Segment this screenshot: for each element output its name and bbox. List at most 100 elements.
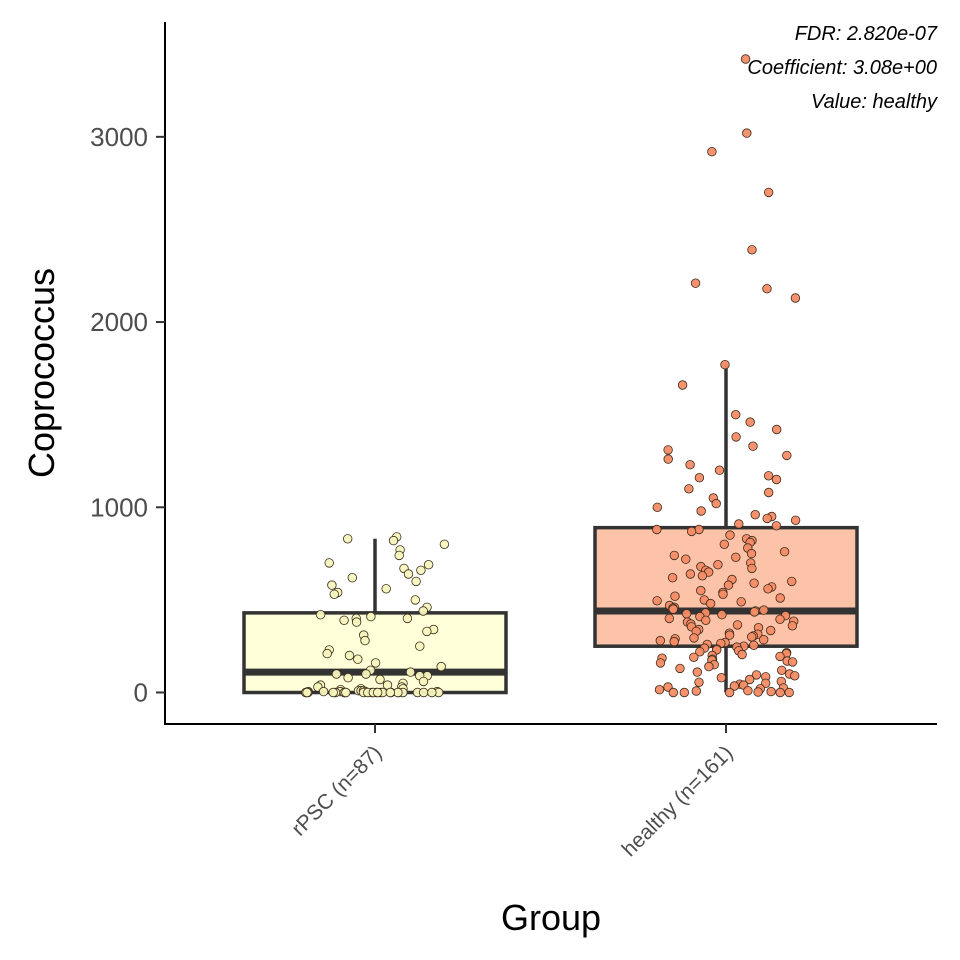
data-point [766, 625, 776, 636]
annotation-value: Value: healthy [811, 91, 938, 113]
data-point [720, 360, 730, 370]
data-point [734, 519, 744, 529]
data-point [719, 539, 730, 550]
data-point [782, 450, 792, 461]
data-point [764, 187, 774, 198]
data-point [339, 615, 349, 626]
data-point [690, 278, 701, 288]
data-point [652, 596, 662, 606]
data-point [668, 687, 679, 698]
data-point [740, 54, 751, 64]
data-point [668, 604, 679, 614]
data-point [341, 687, 351, 698]
data-point [436, 661, 446, 672]
data-point [318, 686, 329, 697]
data-point [764, 487, 774, 498]
data-point [411, 576, 421, 587]
data-point [343, 534, 353, 544]
data-point [790, 293, 801, 303]
data-point [762, 513, 772, 524]
data-point [787, 621, 798, 631]
data-point [775, 614, 785, 625]
data-point [707, 146, 717, 157]
data-point [410, 595, 421, 605]
data-point [714, 465, 725, 475]
y-tick-label: 3000 [90, 122, 148, 152]
data-point [679, 687, 690, 698]
data-point [731, 432, 741, 442]
data-point [652, 524, 662, 535]
data-point [394, 550, 404, 561]
data-point [315, 610, 326, 620]
data-point [787, 576, 797, 587]
data-point [664, 613, 675, 624]
y-tick-label: 1000 [90, 492, 148, 522]
data-point [375, 674, 385, 685]
data-point [748, 441, 758, 451]
data-point [427, 687, 437, 698]
group-0 [242, 532, 508, 698]
data-point [344, 650, 355, 661]
data-point [747, 632, 757, 642]
data-point [713, 560, 723, 570]
data-point [717, 610, 727, 620]
data-point [331, 669, 342, 679]
data-point [654, 685, 665, 695]
data-point [711, 498, 721, 509]
data-point [351, 617, 362, 627]
data-point [663, 454, 673, 464]
data-point [775, 687, 785, 698]
data-point [784, 687, 794, 698]
data-point [347, 573, 358, 583]
data-point [694, 473, 705, 483]
data-point [753, 687, 763, 697]
data-point [749, 640, 759, 651]
data-point [689, 652, 699, 663]
data-point [681, 609, 692, 619]
data-point [663, 445, 673, 455]
data-point [343, 673, 353, 683]
data-point [670, 591, 680, 601]
data-point [685, 569, 696, 579]
data-point [324, 558, 334, 568]
data-point [763, 471, 774, 481]
data-point [353, 654, 363, 664]
data-point [787, 657, 798, 667]
y-tick-label: 2000 [90, 307, 148, 337]
data-point [329, 589, 340, 600]
data-point [718, 589, 728, 600]
data-point [745, 674, 755, 685]
data-point [405, 667, 416, 677]
data-point [655, 658, 666, 668]
data-point [725, 530, 735, 540]
data-point [779, 547, 790, 557]
data-point [302, 687, 312, 698]
data-point [422, 626, 432, 637]
data-point [737, 649, 747, 660]
data-point [763, 584, 773, 594]
data-point [749, 578, 759, 588]
data-point [777, 665, 787, 676]
data-point [652, 502, 663, 513]
data-point [419, 687, 429, 698]
data-point [694, 677, 704, 688]
data-point [696, 585, 706, 596]
data-point [328, 687, 338, 698]
data-point [675, 663, 685, 674]
data-point [655, 635, 666, 646]
data-point [790, 515, 801, 526]
data-point [759, 605, 769, 615]
data-point [366, 611, 376, 622]
data-point [742, 128, 752, 138]
y-axis-title: Coprococcus [21, 268, 62, 478]
data-point [762, 284, 772, 294]
data-point [669, 636, 679, 647]
data-point [729, 681, 740, 691]
x-axis-title: Group [501, 897, 601, 938]
data-point [736, 597, 746, 607]
data-point [724, 687, 735, 698]
data-point [360, 635, 370, 646]
data-point [745, 417, 755, 427]
box [242, 611, 508, 695]
